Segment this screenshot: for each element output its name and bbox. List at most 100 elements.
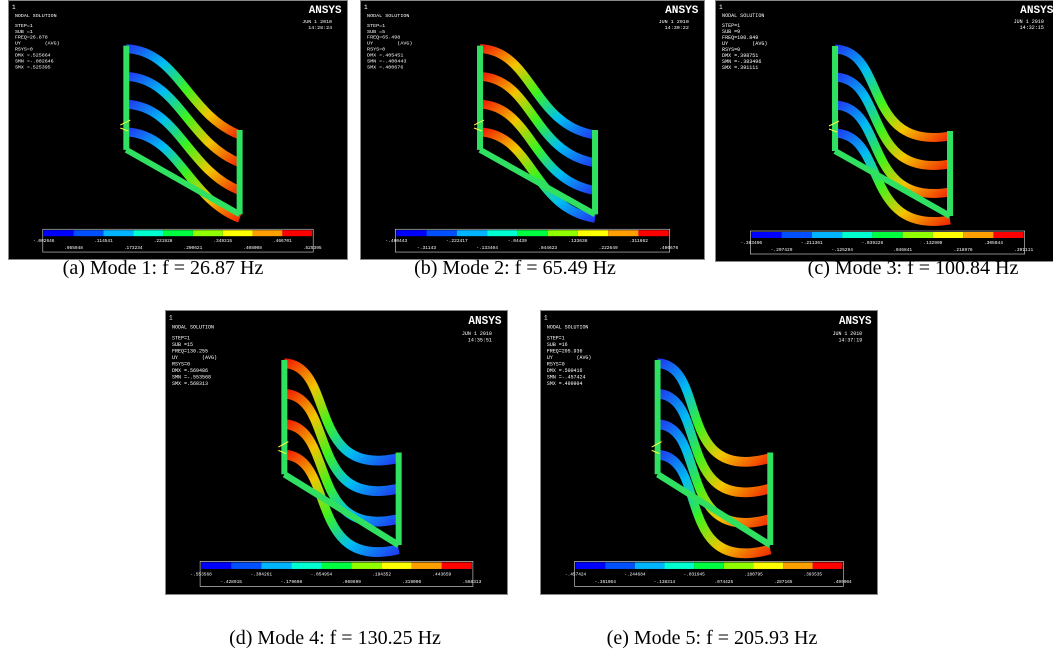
colorbar-label: .408008 (243, 245, 262, 251)
colorbar-label: -.031945 (684, 571, 705, 577)
colorbar-label: .055948 (64, 245, 83, 251)
annotation: SUB =16 (547, 342, 568, 348)
colorbar-segment (396, 230, 426, 236)
caption: (c) Mode 3: f = 100.84 Hz (808, 257, 1019, 280)
colorbar-label: .400676 (659, 245, 678, 251)
colorbar-segment (963, 232, 993, 238)
date: JUN 1 2010 (462, 331, 492, 337)
colorbar-segment (872, 232, 902, 238)
colorbar-segment (576, 562, 606, 569)
annotation: SMN =-.457424 (547, 374, 585, 380)
colorbar-segment (291, 562, 321, 569)
colorbar-segment (427, 230, 457, 236)
colorbar-label: .287165 (774, 579, 793, 585)
colorbar-label: -.125294 (831, 247, 853, 253)
colorbar-segment (694, 562, 724, 569)
colorbar-label: .525395 (303, 245, 322, 251)
colorbar-label: -.04439 (508, 238, 527, 244)
annotation: NODAL SOLUTION (367, 13, 409, 19)
colorbar-label: .069699 (342, 579, 361, 585)
annotation: RSYS=0 (15, 47, 33, 53)
time: 14:28:24 (308, 25, 332, 31)
frame-band (835, 49, 950, 138)
annotation: RSYS=0 (172, 361, 190, 367)
annotation: SMX =.400676 (367, 65, 403, 71)
colorbar-label: -.244684 (624, 571, 645, 577)
colorbar-label: .349315 (213, 238, 232, 244)
annotation: SMX =.525395 (15, 64, 51, 70)
colorbar-label: .305044 (984, 240, 1003, 246)
colorbar-segment (724, 562, 754, 569)
annotation: UY (AVG) (172, 355, 217, 361)
colorbar-label: .074425 (715, 579, 734, 585)
colorbar-label: .391111 (1014, 247, 1033, 253)
annotation: SMN =-.553568 (172, 374, 211, 380)
colorbar-segment (548, 230, 578, 236)
annotation: FREQ=205.936 (547, 348, 583, 354)
colorbar-segment (201, 562, 231, 569)
colorbar-segment (253, 230, 283, 236)
colorbar-segment (193, 230, 223, 236)
colorbar-segment (605, 562, 635, 569)
colorbar-label: -.002646 (33, 238, 55, 244)
colorbar-label: .133636 (568, 238, 587, 244)
annotation: NODAL SOLUTION (722, 13, 764, 19)
time: 14:30:22 (665, 25, 689, 31)
colorbar-label: .194352 (372, 571, 391, 577)
colorbar-label: -.211361 (801, 240, 823, 246)
plot: 1NODAL SOLUTIONSTEP=1SUB =9FREQ=100.849U… (716, 1, 1053, 261)
colorbar-label: .218976 (954, 247, 973, 253)
colorbar-segment (44, 230, 74, 236)
colorbar-label: .568313 (462, 579, 481, 585)
colorbar-segment (993, 232, 1023, 238)
colorbar-label: .132909 (923, 240, 942, 246)
colorbar-segment (517, 230, 547, 236)
annotation: UY (AVG) (547, 355, 591, 361)
annotation: FREQ=130.255 (172, 348, 208, 354)
colorbar-label: .499904 (833, 579, 852, 585)
time: 14:35:51 (468, 337, 492, 343)
annotation: SMN =-.002646 (15, 59, 54, 65)
ansys-screenshot: 1NODAL SOLUTIONSTEP=1SUB =16FREQ=205.936… (540, 310, 878, 595)
colorbar-segment (103, 230, 133, 236)
frame-band (126, 49, 239, 135)
colorbar-segment (638, 230, 668, 236)
annotation: NODAL SOLUTION (172, 324, 214, 330)
annotation: NODAL SOLUTION (547, 324, 588, 330)
plot: 1NODAL SOLUTIONSTEP=1SUB =16FREQ=205.936… (541, 311, 877, 594)
colorbar-label: -.457424 (565, 571, 586, 577)
time: 14:37:19 (838, 337, 862, 343)
colorbar-label: -.351054 (595, 579, 616, 585)
frame-band (658, 394, 771, 493)
colorbar-label: -.383496 (740, 240, 762, 246)
colorbar-segment (352, 562, 382, 569)
logo: ANSYS (839, 315, 872, 329)
ansys-screenshot: 1NODAL SOLUTIONSTEP=1SUB =5FREQ=65.498UY… (360, 0, 705, 260)
caption: (b) Mode 2: f = 65.49 Hz (414, 257, 616, 280)
corner-label: 1 (364, 4, 368, 11)
colorbar-segment (321, 562, 351, 569)
colorbar-segment (282, 230, 312, 236)
colorbar-segment (487, 230, 517, 236)
annotation: SUB =1 (15, 29, 33, 35)
colorbar-label: -.138314 (654, 579, 675, 585)
corner-label: 1 (12, 4, 16, 11)
colorbar-label: .046841 (893, 247, 912, 253)
colorbar-label: .180795 (744, 571, 763, 577)
colorbar-segment (412, 562, 442, 569)
colorbar-segment (933, 232, 963, 238)
date: JUN 1 2010 (302, 19, 332, 25)
colorbar-label: -.054954 (311, 571, 333, 577)
colorbar-label: .222649 (599, 245, 618, 251)
logo: ANSYS (309, 5, 342, 17)
ansys-screenshot: 1NODAL SOLUTIONSTEP=1SUB =1FREQ=26.878UY… (8, 0, 348, 260)
annotation: DMX =.500416 (547, 368, 583, 374)
colorbar-segment (442, 562, 472, 569)
colorbar-segment (903, 232, 933, 238)
colorbar-segment (608, 230, 638, 236)
colorbar-segment (635, 562, 665, 569)
colorbar-label: -.304261 (250, 571, 272, 577)
logo: ANSYS (468, 315, 501, 329)
colorbar-label: .443659 (432, 571, 451, 577)
